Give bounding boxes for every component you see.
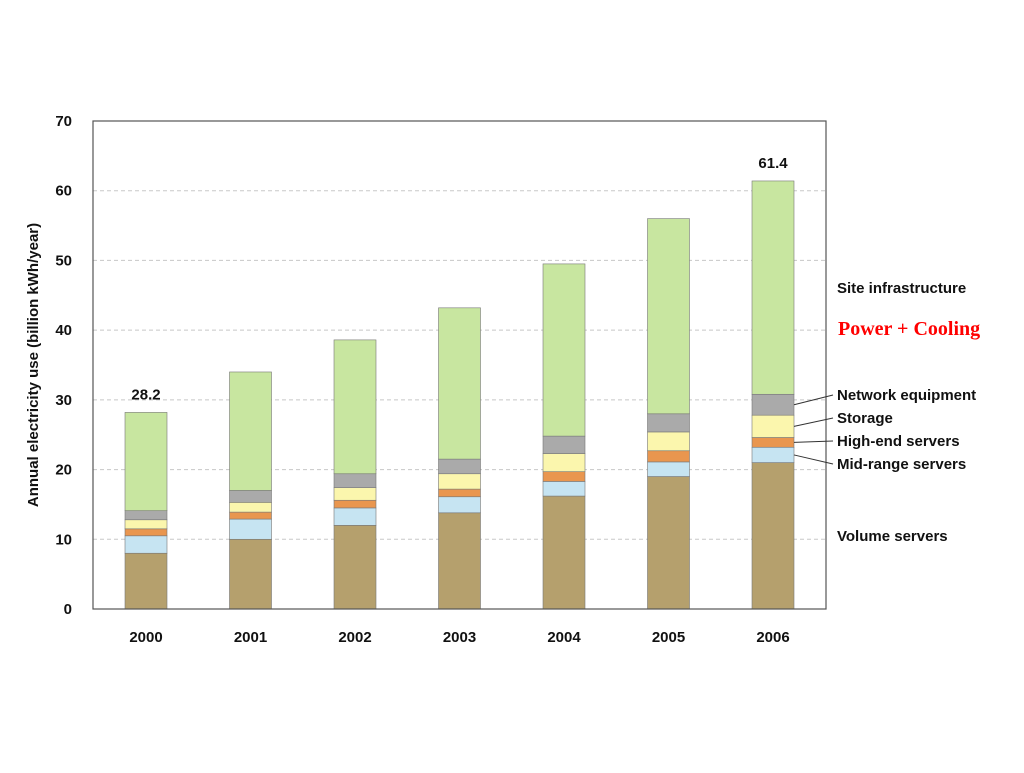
x-axis-ticks: 2000 2001 2002 2003 2004 2005 2006 bbox=[129, 629, 789, 646]
bar-segment bbox=[333, 507, 377, 526]
bar-segment bbox=[542, 453, 586, 472]
legend-label: Mid-range servers bbox=[837, 456, 966, 473]
bar-segment bbox=[124, 510, 168, 521]
x-tick-label: 2003 bbox=[443, 629, 476, 646]
bar-segment bbox=[751, 462, 795, 610]
bar-segment bbox=[647, 431, 690, 452]
bar-segment bbox=[333, 499, 377, 509]
bar-segment bbox=[438, 496, 481, 514]
power-cooling-note: Power + Cooling bbox=[838, 318, 980, 340]
total-labels: 28.2 61.4 bbox=[131, 155, 788, 403]
bar-segment bbox=[229, 502, 272, 513]
plot-frame bbox=[92, 120, 827, 610]
y-axis-title: Annual electricity use (billion kWh/year… bbox=[25, 223, 42, 507]
bar-segment bbox=[229, 518, 272, 540]
bar-segment bbox=[333, 473, 377, 488]
legend-label: Site infrastructure bbox=[837, 280, 966, 297]
bars bbox=[124, 180, 795, 610]
bar-segment bbox=[229, 511, 272, 520]
x-tick-label: 2001 bbox=[234, 629, 267, 646]
bar-segment bbox=[751, 393, 795, 416]
legend-leader-line bbox=[793, 440, 834, 443]
bar-segment bbox=[647, 461, 690, 477]
legend-label: Storage bbox=[837, 410, 893, 427]
y-axis-ticks: 0 10 20 30 40 50 60 70 bbox=[55, 113, 72, 618]
bar-segment bbox=[647, 218, 690, 415]
bar-segment bbox=[124, 528, 168, 537]
y-tick-label: 40 bbox=[55, 322, 72, 339]
y-tick-label: 0 bbox=[64, 601, 72, 618]
bar-segment bbox=[647, 413, 690, 433]
x-tick-label: 2006 bbox=[756, 629, 789, 646]
bar-segment bbox=[438, 512, 481, 610]
legend-leader-line bbox=[793, 454, 834, 465]
total-value-label: 61.4 bbox=[758, 155, 788, 172]
bar-segment bbox=[229, 490, 272, 503]
bar-segment bbox=[751, 414, 795, 438]
bar-segment bbox=[751, 437, 795, 448]
total-value-label: 28.2 bbox=[131, 386, 160, 403]
bar-segment bbox=[438, 473, 481, 490]
legend-label: Volume servers bbox=[837, 528, 948, 545]
bar-segment bbox=[542, 263, 586, 437]
x-tick-label: 2004 bbox=[547, 629, 581, 646]
y-tick-label: 70 bbox=[55, 113, 72, 130]
bar-segment bbox=[438, 488, 481, 498]
bar-segment bbox=[333, 525, 377, 610]
bar-segment bbox=[542, 495, 586, 610]
legend: Volume servers Mid-range servers High-end … bbox=[793, 280, 976, 545]
bar-segment bbox=[542, 435, 586, 454]
bar-segment bbox=[333, 487, 377, 501]
bar-segment bbox=[438, 458, 481, 475]
x-tick-label: 2002 bbox=[338, 629, 371, 646]
y-tick-label: 20 bbox=[55, 462, 72, 479]
bar-segment bbox=[647, 450, 690, 463]
bar-segment bbox=[124, 412, 168, 512]
legend-label: High-end servers bbox=[837, 433, 960, 450]
bar-segment bbox=[229, 538, 272, 610]
y-tick-label: 30 bbox=[55, 392, 72, 409]
bar-segment bbox=[124, 552, 168, 610]
x-tick-label: 2000 bbox=[129, 629, 162, 646]
bar-segment bbox=[229, 371, 272, 491]
bar-segment bbox=[751, 446, 795, 463]
bar-segment bbox=[647, 476, 690, 610]
y-tick-label: 50 bbox=[55, 252, 72, 269]
bar-segment bbox=[333, 339, 377, 475]
bar-segment bbox=[542, 471, 586, 482]
legend-label: Network equipment bbox=[837, 387, 976, 404]
bar-segment bbox=[124, 519, 168, 530]
y-tick-label: 60 bbox=[55, 183, 72, 200]
bar-segment bbox=[751, 180, 795, 395]
x-tick-label: 2005 bbox=[652, 629, 685, 646]
bar-segment bbox=[124, 535, 168, 554]
legend-leader-line bbox=[793, 394, 834, 406]
legend-leader-line bbox=[793, 417, 834, 427]
bar-segment bbox=[438, 307, 481, 460]
bar-segment bbox=[542, 481, 586, 497]
y-tick-label: 10 bbox=[55, 531, 72, 548]
